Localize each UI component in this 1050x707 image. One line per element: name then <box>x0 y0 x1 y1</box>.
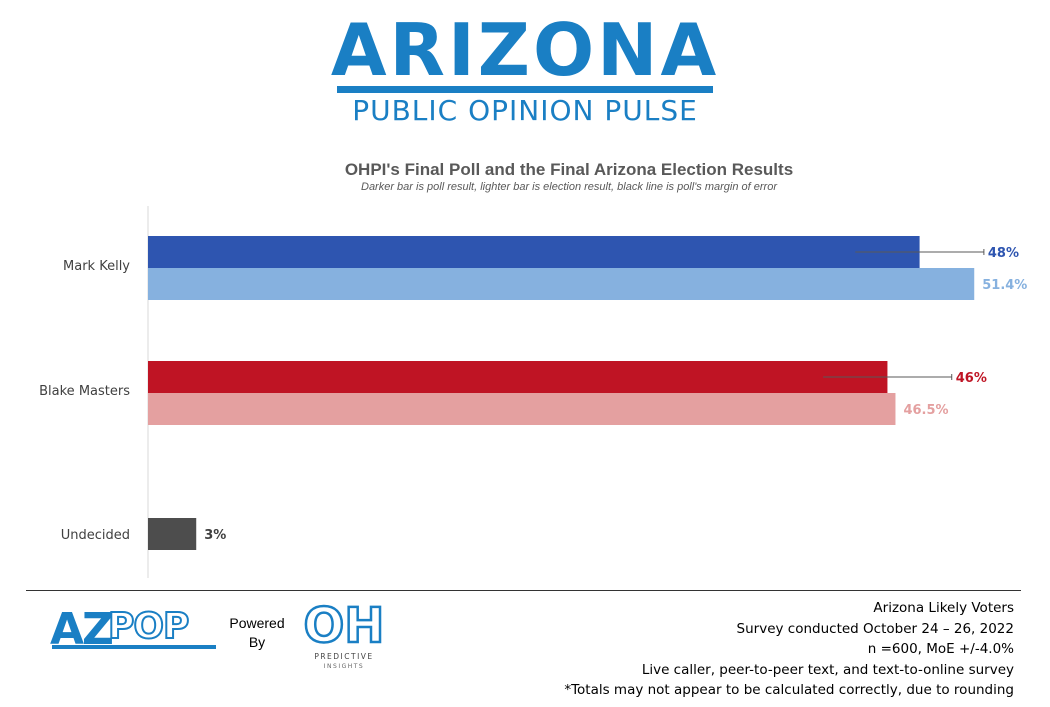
bar-poll-undecided <box>148 518 197 550</box>
footer-divider <box>26 590 1021 591</box>
bar-poll-mark-kelly <box>148 236 920 268</box>
powered-by-text: Powered By <box>229 615 285 650</box>
bar-result-mark-kelly <box>148 268 975 300</box>
note-dates: Survey conducted October 24 – 26, 2022 <box>736 620 1014 637</box>
data-label-poll-undecided: 3% <box>204 528 226 543</box>
note-rounding: *Totals may not appear to be calculated … <box>564 682 1014 698</box>
category-label-mark-kelly: Mark Kelly <box>63 259 130 274</box>
brand-underline <box>337 86 713 93</box>
brand-title: ARIZONA <box>330 8 720 92</box>
azpop-logo-az: AZ <box>50 604 112 652</box>
survey-notes: Arizona Likely Voters Survey conducted O… <box>564 598 1014 701</box>
header: ARIZONA PUBLIC OPINION PULSE <box>0 14 1050 128</box>
azpop-logo: AZ POP <box>50 604 216 652</box>
predictive-insights-logo: OH PREDICTIVE INSIGHTS <box>302 597 385 670</box>
bar-poll-blake-masters <box>148 361 888 393</box>
brand-subtitle: PUBLIC OPINION PULSE <box>352 94 698 127</box>
data-label-result-blake-masters: 46.5% <box>903 403 948 418</box>
category-label-blake-masters: Blake Masters <box>39 384 130 399</box>
oh-logo-line2: INSIGHTS <box>324 663 364 670</box>
bar-chart: Mark Kelly 48% 51.4% Blake Masters 46% 46.5% U… <box>39 206 1027 578</box>
note-population: Arizona Likely Voters <box>873 600 1014 616</box>
bar-result-blake-masters <box>148 393 896 425</box>
data-label-result-mark-kelly: 51.4% <box>982 278 1027 293</box>
oh-logo-line1: PREDICTIVE <box>314 652 373 661</box>
azpop-logo-underline <box>52 645 216 649</box>
data-label-poll-blake-masters: 46% <box>956 371 987 386</box>
category-label-undecided: Undecided <box>61 528 130 543</box>
azpop-logo-pop: POP <box>108 606 188 647</box>
chart-subtitle: Darker bar is poll result, lighter bar i… <box>361 181 777 193</box>
note-method: Live caller, peer-to-peer text, and text… <box>641 661 1014 678</box>
oh-logo-letters: OH <box>304 598 385 654</box>
note-sample: n =600, MoE +/-4.0% <box>867 641 1014 657</box>
data-label-poll-mark-kelly: 48% <box>988 246 1019 261</box>
chart-title: OHPI's Final Poll and the Final Arizona … <box>344 160 794 179</box>
